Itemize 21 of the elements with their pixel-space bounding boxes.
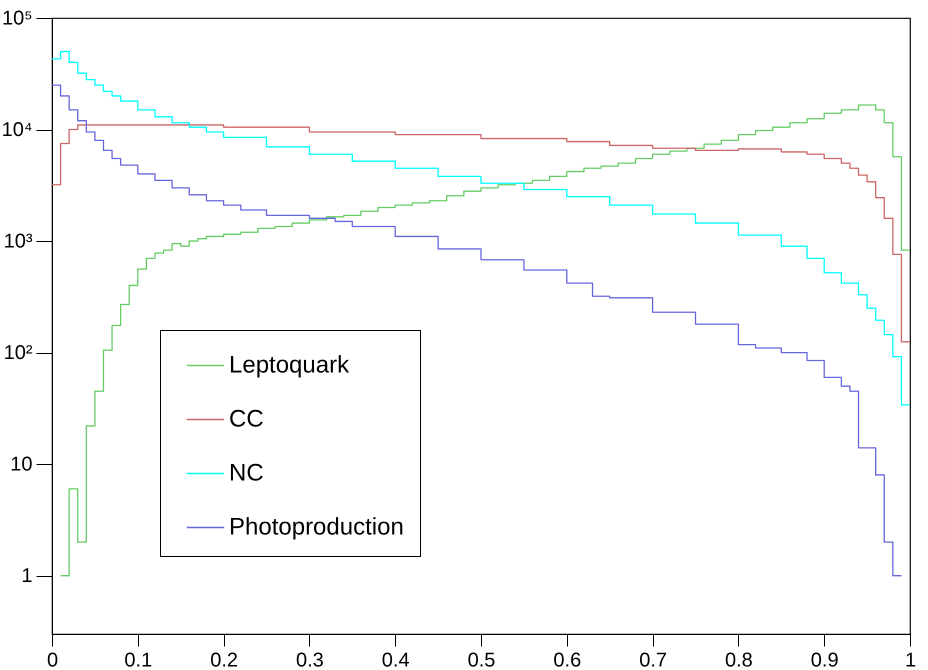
y-tick-label: 10 [10,454,32,476]
legend-label: Photoproduction [229,514,404,540]
y-tick-label: 10⁵ [2,8,32,30]
x-tick-label: 0.7 [639,650,668,670]
x-tick-label: 0.4 [382,650,410,670]
legend-label: Leptoquark [229,352,350,378]
y-tick-label: 1 [21,565,32,588]
x-tick-label: 0.6 [553,650,582,670]
y-tick-label: 10⁴ [2,119,32,142]
x-tick-label: 0 [46,650,58,670]
legend-label: CC [229,406,264,432]
x-tick-label: 0.3 [296,650,324,670]
x-tick-label: 0.2 [210,650,238,670]
x-tick-label: 1 [904,650,916,670]
legend-label: NC [229,460,264,486]
y-tick-label: 10² [4,342,33,364]
x-tick-label: 0.9 [810,650,839,670]
x-tick-label: 0.5 [468,650,496,670]
x-tick-label: 0.8 [724,650,753,670]
y-tick-label: 10³ [4,230,33,253]
x-tick-label: 0.1 [124,650,152,670]
